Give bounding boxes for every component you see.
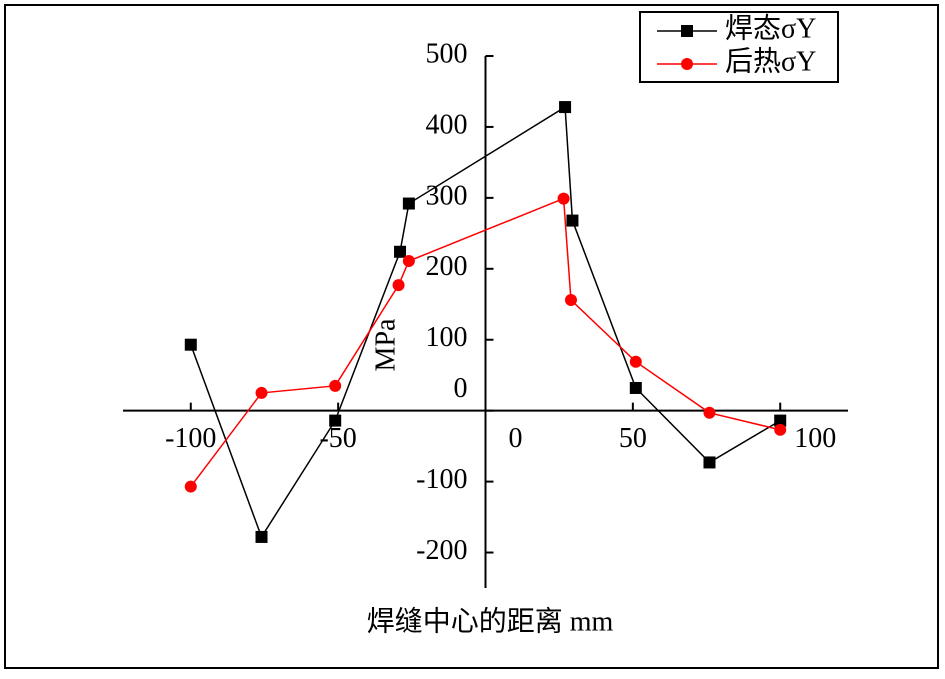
- data-point: [392, 279, 405, 292]
- x-tick-label: 50: [619, 423, 647, 454]
- data-point: [557, 192, 570, 205]
- data-point: [629, 355, 642, 368]
- legend-label: 后热σY: [725, 45, 816, 77]
- y-tick-label: -200: [416, 535, 467, 566]
- y-tick-label: 500: [426, 38, 468, 69]
- legend-box: [639, 11, 839, 83]
- legend-label: 焊态σY: [725, 12, 816, 44]
- y-tick-label: 400: [426, 109, 468, 140]
- x-tick-label: -50: [319, 423, 356, 454]
- frame: [4, 4, 939, 669]
- y-tick-label: 300: [426, 180, 468, 211]
- data-point: [566, 214, 579, 227]
- legend-marker: [681, 25, 693, 37]
- data-point: [629, 381, 642, 394]
- data-point: [703, 456, 716, 469]
- y-tick-label: 100: [426, 322, 468, 353]
- x-axis-title: 焊缝中心的距离 mm: [367, 605, 614, 637]
- data-point: [184, 338, 197, 351]
- data-point: [394, 245, 407, 258]
- data-point: [255, 386, 268, 399]
- y-tick-label: -100: [416, 464, 467, 495]
- y-tick-label: 200: [426, 251, 468, 282]
- data-point: [402, 197, 415, 210]
- data-point: [774, 423, 787, 436]
- x-tick-label: -100: [165, 423, 216, 454]
- y-axis-title: MPa: [370, 318, 401, 371]
- data-point: [774, 414, 787, 427]
- legend-marker: [681, 58, 693, 70]
- data-point: [559, 101, 572, 114]
- data-point: [255, 530, 268, 543]
- data-point: [564, 294, 577, 307]
- x-tick-label: 0: [509, 423, 523, 454]
- x-tick-label: 100: [794, 423, 836, 454]
- series-line: [190, 197, 781, 488]
- data-point: [402, 254, 415, 267]
- y-tick-label: 0: [454, 373, 468, 404]
- data-point: [703, 406, 716, 419]
- data-point: [184, 480, 197, 493]
- data-point: [329, 379, 342, 392]
- series-line: [190, 105, 781, 539]
- data-point: [329, 414, 342, 427]
